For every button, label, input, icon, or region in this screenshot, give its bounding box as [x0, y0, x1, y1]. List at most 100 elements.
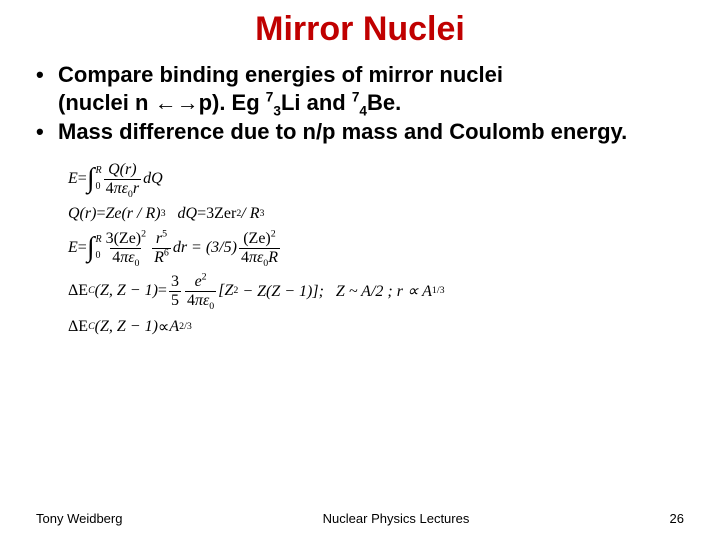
- fraction: e2 4πε0: [185, 274, 216, 309]
- num-pre: (Ze): [243, 230, 271, 247]
- bullet-dot-icon: •: [36, 61, 58, 89]
- bullet1-pre: (nuclei n: [58, 90, 155, 115]
- footer-title: Nuclear Physics Lectures: [323, 511, 470, 526]
- fraction: 3(Ze)2 4πε0: [104, 231, 148, 266]
- footer-author: Tony Weidberg: [36, 511, 122, 526]
- eq-lhs: E: [68, 239, 78, 257]
- int-low: 0: [95, 182, 101, 192]
- bullet-text: Mass difference due to n/p mass and Coul…: [58, 118, 627, 146]
- iso-z: 4: [359, 103, 367, 118]
- between: and: [301, 90, 352, 115]
- eq-sign: =: [78, 170, 87, 188]
- den-pi: π: [249, 249, 257, 266]
- num-exp: 5: [162, 228, 167, 239]
- bullet-item: • Mass difference due to n/p mass and Co…: [36, 118, 684, 146]
- frac-num: (Ze)2: [241, 231, 277, 248]
- bullet1-mid: p). Eg: [199, 90, 266, 115]
- den-exp: 6: [164, 247, 169, 258]
- eq-sign: =: [197, 205, 206, 223]
- num-pre: e: [195, 273, 202, 290]
- frac-den: 4πε0: [110, 248, 141, 266]
- den-R: R: [268, 249, 278, 266]
- frac-num: e2: [193, 274, 209, 291]
- den-eps-sub: 0: [135, 258, 140, 269]
- int-low: 0: [95, 251, 101, 261]
- eq-lhs: ΔE: [68, 282, 88, 300]
- eq-lhs-args: (Z, Z − 1): [95, 318, 158, 336]
- fraction: 3 5: [169, 274, 181, 309]
- den-pi: π: [195, 292, 203, 309]
- iso-mass: 7: [352, 89, 360, 104]
- isotope-be: 74Be: [352, 90, 395, 115]
- den-r: r: [133, 180, 139, 197]
- eq-sign: =: [96, 205, 105, 223]
- int-up: R: [95, 235, 101, 245]
- bullet-item: • Compare binding energies of mirror nuc…: [36, 61, 684, 116]
- eq-tail-pre: [Z: [218, 282, 233, 300]
- den-pre: R: [154, 249, 164, 266]
- iso-el: Be: [367, 90, 395, 115]
- iso-el: Li: [281, 90, 301, 115]
- eq-mid: / R: [241, 205, 259, 223]
- eq-lhs2: dQ: [178, 205, 198, 223]
- frac-den: 4πε0R: [239, 248, 280, 266]
- num-exp: 2: [271, 228, 276, 239]
- frac-num: 3(Ze)2: [104, 231, 148, 248]
- footer-page-number: 26: [670, 511, 684, 526]
- frac-den: 4πε0: [185, 291, 216, 309]
- bullet-list: • Compare binding energies of mirror nuc…: [36, 61, 684, 146]
- slide-title: Mirror Nuclei: [36, 10, 684, 49]
- den-pi: π: [114, 180, 122, 197]
- num-pre: 3(Ze): [106, 230, 142, 247]
- left-right-arrow-icon: ←→: [155, 90, 199, 115]
- equations-block: E = ∫ R0 Q(r) 4πε0r dQ Q(r) = Ze(r / R)3…: [68, 162, 684, 337]
- num-exp: 2: [202, 271, 207, 282]
- frac-den: 4πε0r: [104, 179, 142, 197]
- iso-z: 3: [273, 103, 281, 118]
- propto-icon: ∝: [158, 317, 169, 337]
- slide: Mirror Nuclei • Compare binding energies…: [0, 0, 720, 540]
- den-4: 4: [187, 292, 195, 309]
- frac-num: Q(r): [106, 162, 138, 179]
- eq-lhs: Q(r): [68, 205, 96, 223]
- eq-sign: =: [158, 282, 167, 300]
- fraction: (Ze)2 4πε0R: [239, 231, 280, 266]
- integral-icon: ∫ R0: [87, 166, 102, 192]
- frac-den: R6: [152, 248, 171, 266]
- integral-icon: ∫ R0: [87, 235, 102, 261]
- fraction: r5 R6: [152, 231, 171, 266]
- frac-den: 5: [169, 291, 181, 309]
- equation-3: E = ∫ R0 3(Ze)2 4πε0 r5 R6 dr = (3/5) (Z…: [68, 231, 684, 266]
- equation-4: ΔEC(Z, Z − 1) = 3 5 e2 4πε0 [Z2 − Z(Z − …: [68, 274, 684, 309]
- eq-rhs2: 3Zer: [206, 205, 236, 223]
- den-pi: π: [120, 249, 128, 266]
- bullet-dot-icon: •: [36, 118, 58, 146]
- equation-2: Q(r) = Ze(r / R)3 dQ = 3Zer2 / R3: [68, 205, 684, 223]
- footer: Tony Weidberg Nuclear Physics Lectures 2…: [36, 511, 684, 526]
- iso-mass: 7: [266, 89, 274, 104]
- equation-5: ΔEC(Z, Z − 1) ∝ A2/3: [68, 317, 684, 337]
- den-4: 4: [106, 180, 114, 197]
- den-eps-sub: 0: [209, 301, 214, 312]
- bullet1-line1: Compare binding energies of mirror nucle…: [58, 62, 503, 87]
- eq-sign: =: [78, 239, 87, 257]
- spacer: [166, 205, 178, 223]
- bullet-text: Compare binding energies of mirror nucle…: [58, 61, 503, 116]
- eq-rhs: Ze(r / R): [105, 205, 160, 223]
- eq-tail: dQ: [143, 170, 163, 188]
- isotope-li: 73Li: [266, 90, 301, 115]
- int-up: R: [95, 166, 101, 176]
- den-4: 4: [241, 249, 249, 266]
- eq-tail-post: − Z(Z − 1)]; Z ~ A/2 ; r ∝ A: [238, 281, 432, 301]
- eq-tail: dr = (3/5): [173, 239, 237, 257]
- fraction: Q(r) 4πε0r: [104, 162, 142, 197]
- frac-num: 3: [169, 274, 181, 291]
- eq-lhs: ΔE: [68, 318, 88, 336]
- eq-lhs: E: [68, 170, 78, 188]
- equation-1: E = ∫ R0 Q(r) 4πε0r dQ: [68, 162, 684, 197]
- bullet1-post: .: [395, 90, 401, 115]
- frac-num: r5: [154, 231, 169, 248]
- eq-lhs-args: (Z, Z − 1): [95, 282, 158, 300]
- num-exp: 2: [141, 228, 146, 239]
- eq-rhs: A: [169, 318, 179, 336]
